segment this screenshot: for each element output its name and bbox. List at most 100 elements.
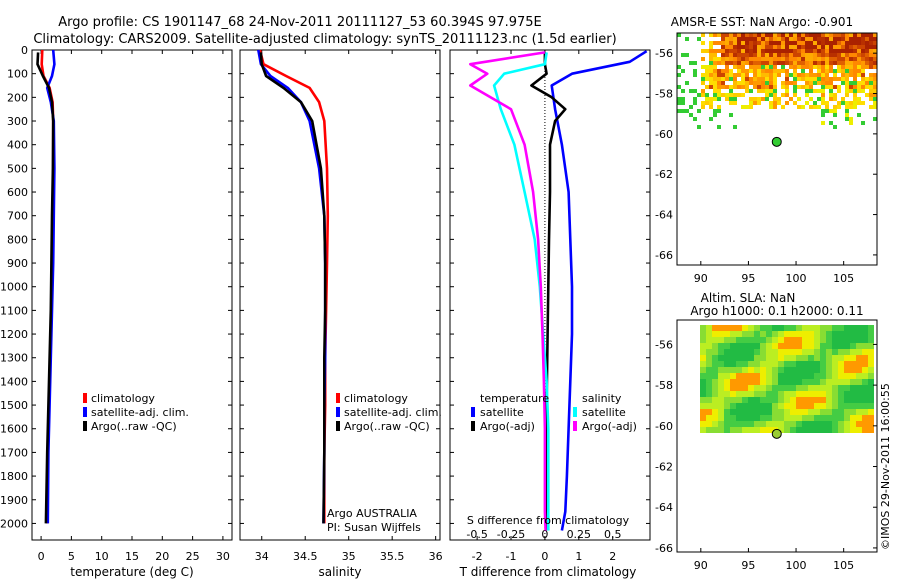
sla-cell <box>766 385 772 391</box>
sst-cell <box>781 45 785 49</box>
sla-cell <box>736 355 742 361</box>
sst-cell <box>873 105 877 109</box>
sst-cell <box>725 93 729 97</box>
sst-heatmap-cells <box>677 33 877 129</box>
difference-plot-frame <box>449 49 651 541</box>
sst-cell <box>713 97 717 101</box>
depth-axis: 0 100 200 300 400 500 600 700 800 900 1000 1100 1200… <box>0 44 232 530</box>
sla-heatmap-cells <box>700 325 874 433</box>
sst-cell <box>781 33 785 37</box>
sst-cell <box>681 53 685 57</box>
sst-cell <box>805 89 809 93</box>
sla-cell <box>760 349 766 355</box>
legend-swatch-s-satellite <box>573 407 577 417</box>
sst-cell <box>745 81 749 85</box>
sst-cell <box>869 97 873 101</box>
sst-cell <box>701 89 705 93</box>
sst-cell <box>753 65 757 69</box>
sst-cell <box>849 101 853 105</box>
sst-cell <box>805 85 809 89</box>
sst-cell <box>737 45 741 49</box>
sst-cell <box>757 85 761 89</box>
sla-cell <box>832 427 838 433</box>
sst-cell <box>837 77 841 81</box>
sla-cell <box>868 391 874 397</box>
sst-cell <box>805 49 809 53</box>
sst-cell <box>753 33 757 37</box>
sst-cell <box>765 97 769 101</box>
sst-cell <box>805 73 809 77</box>
sla-cell <box>856 403 862 409</box>
sst-cell <box>817 37 821 41</box>
sst-cell <box>769 73 773 77</box>
sla-cell <box>790 367 796 373</box>
sla-cell <box>856 385 862 391</box>
sst-cell <box>809 61 813 65</box>
sla-cell <box>808 325 814 331</box>
sst-cell <box>773 77 777 81</box>
sla-cell <box>760 325 766 331</box>
sst-cell <box>785 57 789 61</box>
legend-label-s-argo: Argo(-adj) <box>582 420 637 433</box>
sla-cell <box>790 337 796 343</box>
sst-cell <box>833 45 837 49</box>
sst-cell <box>833 41 837 45</box>
sla-cell <box>790 403 796 409</box>
sla-cell <box>706 361 712 367</box>
t-diff-tick-label: 0 <box>541 550 548 563</box>
sst-cell <box>817 65 821 69</box>
sst-cell <box>845 101 849 105</box>
sla-cell <box>748 361 754 367</box>
sla-cell <box>748 385 754 391</box>
sst-cell <box>849 53 853 57</box>
sla-cell <box>772 415 778 421</box>
sla-cell <box>808 367 814 373</box>
sst-cell <box>837 53 841 57</box>
sst-cell <box>805 37 809 41</box>
sla-cell <box>826 337 832 343</box>
sst-cell <box>781 105 785 109</box>
sst-cell <box>713 33 717 37</box>
sla-cell <box>718 349 724 355</box>
sst-cell <box>817 53 821 57</box>
sst-cell <box>817 69 821 73</box>
sst-cell <box>705 65 709 69</box>
sst-cell <box>729 45 733 49</box>
sst-cell <box>849 37 853 41</box>
sst-cell <box>785 89 789 93</box>
sla-cell <box>868 331 874 337</box>
sst-cell <box>769 105 773 109</box>
sst-cell <box>773 93 777 97</box>
sla-cell <box>844 373 850 379</box>
sla-cell <box>790 343 796 349</box>
sst-cell <box>773 105 777 109</box>
sla-cell <box>808 343 814 349</box>
sst-cell <box>705 77 709 81</box>
x-tick-label: 10 <box>95 550 109 563</box>
sla-cell <box>748 337 754 343</box>
sla-cell <box>742 397 748 403</box>
sla-cell <box>814 409 820 415</box>
sst-cell <box>869 57 873 61</box>
sst-cell <box>725 69 729 73</box>
sst-cell <box>721 45 725 49</box>
sla-cell <box>700 385 706 391</box>
series-line-s-argo-adj- <box>468 51 547 531</box>
salinity-panel: 34 34.5 35 35.5 36 salinity climatology sate… <box>239 49 443 579</box>
sst-cell <box>873 73 877 77</box>
sla-cell <box>862 325 868 331</box>
sst-cell <box>793 89 797 93</box>
sla-cell <box>850 397 856 403</box>
sst-cell <box>849 57 853 61</box>
sst-cell <box>773 57 777 61</box>
sla-cell <box>796 355 802 361</box>
lat-tick-label: -62 <box>655 168 673 181</box>
sla-cell <box>748 331 754 337</box>
x-tick-label: 5 <box>68 550 75 563</box>
sla-cell <box>826 343 832 349</box>
sst-cell <box>829 77 833 81</box>
sst-cell <box>785 49 789 53</box>
sst-cell <box>849 65 853 69</box>
sla-cell <box>844 403 850 409</box>
sla-cell <box>748 409 754 415</box>
